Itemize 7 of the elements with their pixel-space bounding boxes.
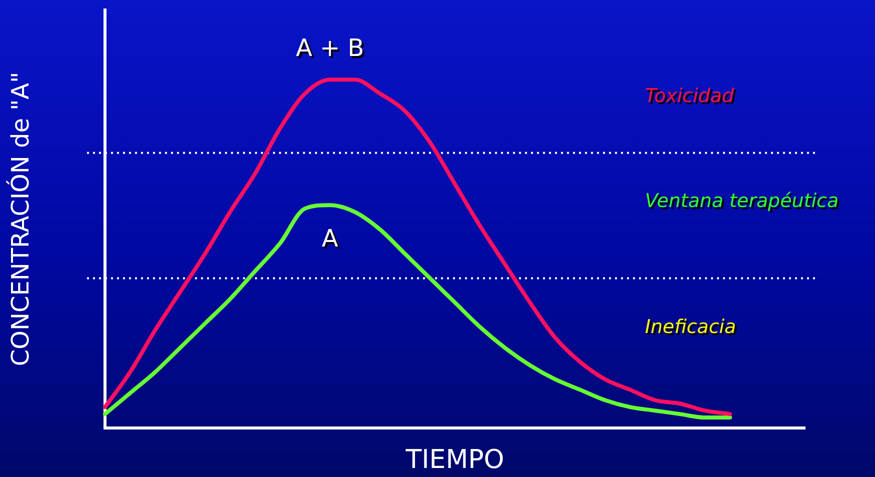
annotation: Toxicidad	[647, 86, 737, 109]
y-axis-title: CONCENTRACIÓN de "A"	[6, 72, 35, 366]
annotation: Ineficacia	[647, 318, 738, 340]
series-label: A + B	[298, 36, 366, 64]
series-label: A	[322, 224, 339, 252]
x-axis-title: TIEMPO	[404, 445, 504, 476]
annotation: Ventana terapéutica	[647, 192, 841, 214]
